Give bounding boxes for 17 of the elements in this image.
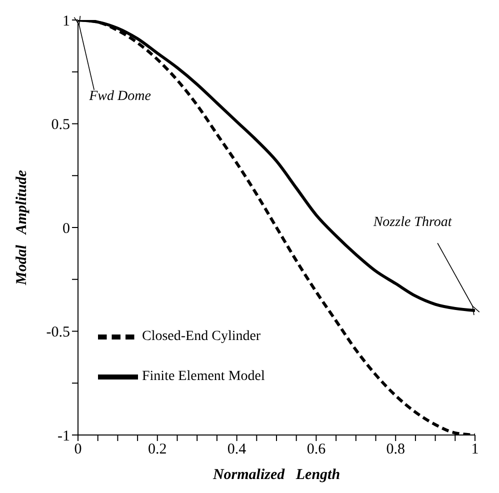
legend-label: Finite Element Model: [142, 369, 265, 384]
legend-label: Closed-End Cylinder: [142, 329, 261, 344]
y-tick-label: 1: [62, 13, 70, 30]
x-tick-label: 1: [471, 442, 479, 458]
x-tick-label: 0.4: [227, 442, 247, 458]
x-tick-label: 0.6: [306, 442, 326, 458]
annotation: Nozzle Throat: [372, 215, 453, 230]
annotation: Fwd Dome: [88, 88, 151, 104]
y-tick-label: -1: [58, 428, 70, 444]
y-axis-title: Modal Amplitude: [14, 170, 30, 286]
x-tick-label: 0.2: [148, 442, 167, 458]
x-tick-label: 0.8: [386, 442, 405, 458]
x-axis-title: Normalized Length: [212, 467, 340, 483]
x-tick-label: 0: [74, 442, 82, 458]
y-tick-label: 0.5: [51, 117, 70, 134]
y-tick-label: 0: [62, 220, 70, 237]
y-tick-label: -0.5: [46, 324, 70, 341]
